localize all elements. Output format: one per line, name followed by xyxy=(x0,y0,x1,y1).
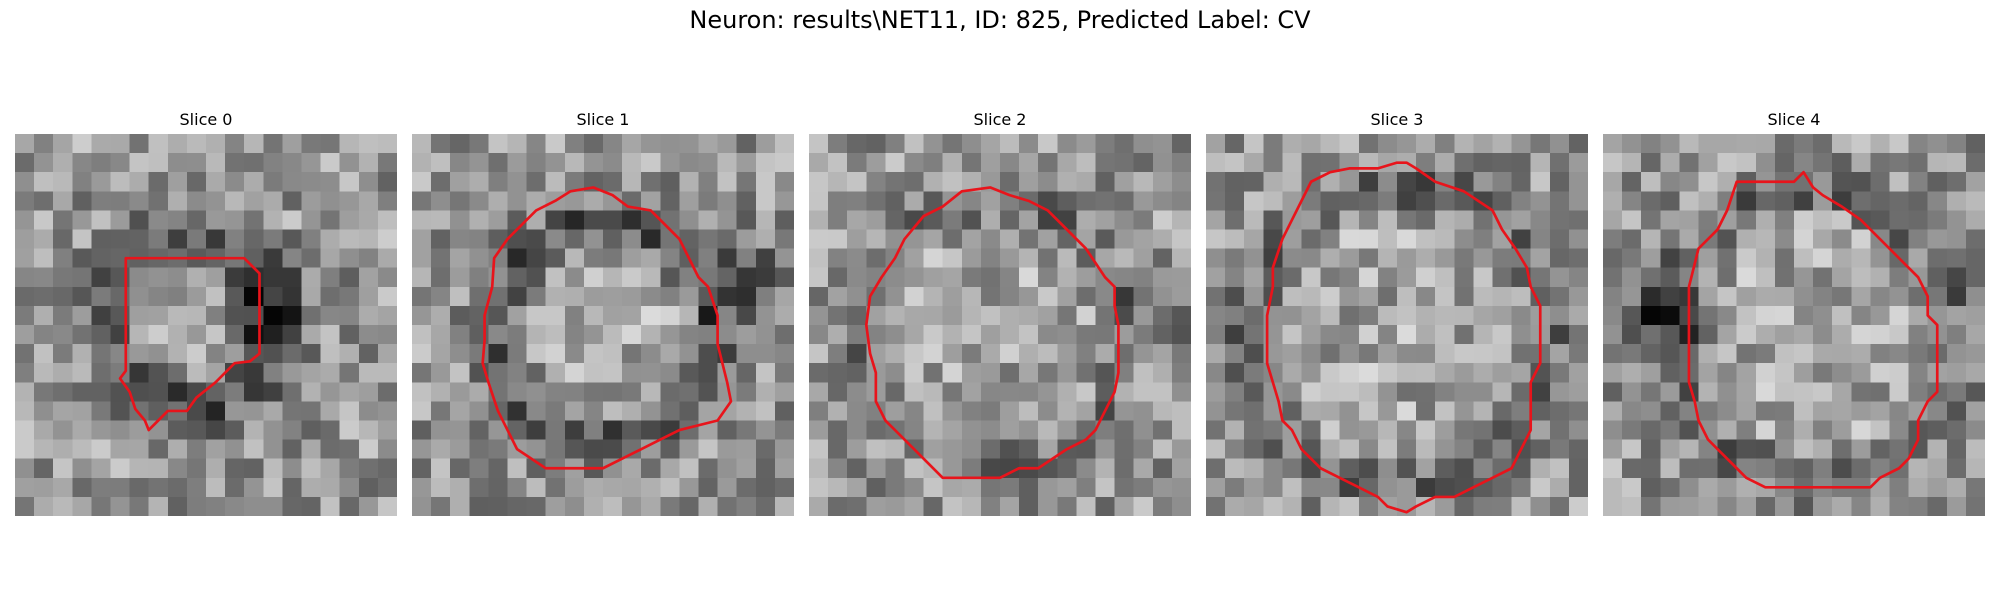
slice-title: Slice 1 xyxy=(576,110,630,129)
slice-title: Slice 3 xyxy=(1370,110,1424,129)
figure-title: Neuron: results\NET11, ID: 825, Predicte… xyxy=(689,6,1311,34)
slice-title: Slice 4 xyxy=(1767,110,1821,129)
slice-panel-4: Slice 4 xyxy=(1603,110,1985,516)
contour-outline xyxy=(1265,161,1542,514)
slice-image xyxy=(15,134,397,516)
slice-panel-3: Slice 3 xyxy=(1206,110,1588,516)
contour-outline xyxy=(864,186,1120,480)
pixel-grid xyxy=(1603,134,1985,516)
slice-svg xyxy=(412,134,794,516)
slice-panel-2: Slice 2 xyxy=(809,110,1191,516)
slice-svg xyxy=(809,134,1191,516)
pixel-grid xyxy=(809,134,1191,516)
slice-image xyxy=(809,134,1191,516)
slice-panel-1: Slice 1 xyxy=(412,110,794,516)
contour-outline xyxy=(481,186,733,470)
pixel-grid xyxy=(15,134,397,516)
slice-image xyxy=(1603,134,1985,516)
slice-image xyxy=(1206,134,1588,516)
slice-svg xyxy=(1206,134,1588,516)
slice-panel-0: Slice 0 xyxy=(15,110,397,516)
contour-outline xyxy=(1687,170,1939,489)
slice-title: Slice 2 xyxy=(973,110,1027,129)
slice-svg xyxy=(1603,134,1985,516)
slice-svg xyxy=(15,134,397,516)
slice-image xyxy=(412,134,794,516)
slice-title: Slice 0 xyxy=(179,110,233,129)
pixel-grid xyxy=(1206,134,1588,516)
contour-outline xyxy=(118,256,261,432)
